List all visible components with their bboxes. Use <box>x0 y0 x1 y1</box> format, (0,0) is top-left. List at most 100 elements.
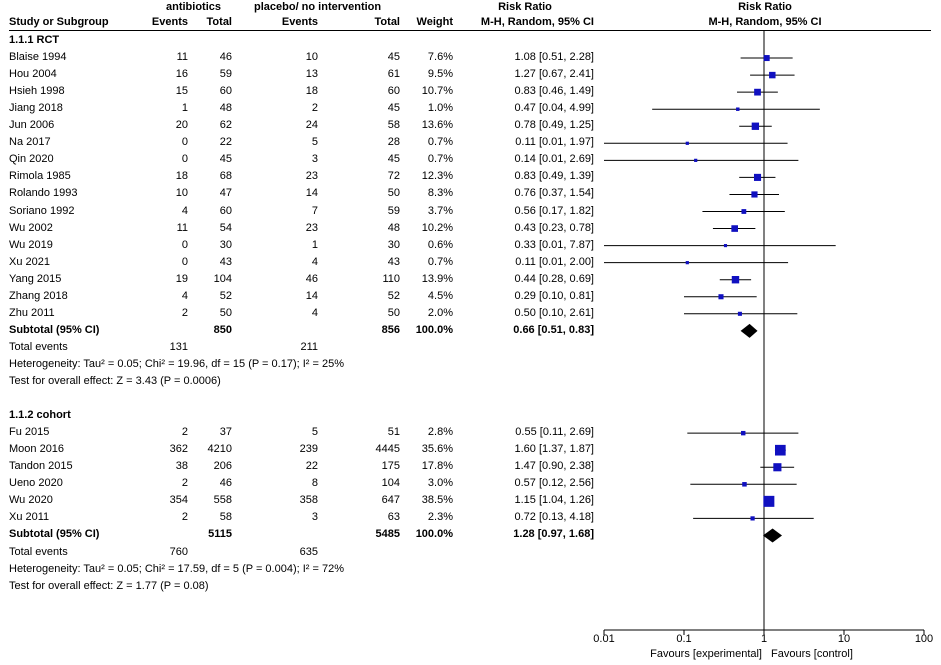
col-total2-header: Total <box>374 16 400 28</box>
total-events-antibiotics: 760 <box>169 545 188 558</box>
study-marker <box>775 444 786 456</box>
total-antibiotics: 104 <box>213 272 232 285</box>
total-events-antibiotics: 131 <box>169 340 188 353</box>
risk-ratio-ci: 0.47 [0.04, 4.99] <box>514 102 594 115</box>
events-control: 13 <box>305 68 318 81</box>
total-control: 28 <box>387 136 400 149</box>
study-marker <box>685 261 689 265</box>
study-marker <box>685 141 689 145</box>
events-antibiotics: 0 <box>181 153 188 166</box>
total-antibiotics: 206 <box>213 460 232 473</box>
events-control: 3 <box>311 153 318 166</box>
weight-value: 3.0% <box>427 477 453 490</box>
weight-value: 7.6% <box>427 51 453 64</box>
risk-ratio-ci: 1.15 [1.04, 1.26] <box>514 494 594 507</box>
events-antibiotics: 0 <box>181 238 188 251</box>
weight-value: 4.5% <box>427 289 453 302</box>
events-control: 239 <box>299 443 318 456</box>
risk-ratio-ci: 0.43 [0.23, 0.78] <box>514 221 594 234</box>
risk-ratio-ci: 0.44 [0.28, 0.69] <box>514 272 594 285</box>
risk-ratio-ci: 0.55 [0.11, 2.69] <box>515 426 594 439</box>
total-antibiotics: 52 <box>219 289 232 302</box>
events-control: 8 <box>311 477 318 490</box>
events-antibiotics: 2 <box>181 477 188 490</box>
subgroup-title: 1.1.2 cohort <box>9 409 71 422</box>
events-antibiotics: 1 <box>181 102 188 115</box>
total-control: 110 <box>382 272 400 285</box>
study-name: Na 2017 <box>9 136 51 149</box>
total-control: 30 <box>387 238 400 251</box>
weight-value: 2.3% <box>427 511 453 524</box>
col-study-header: Study or Subgroup <box>9 16 109 28</box>
events-control: 5 <box>311 426 318 439</box>
subtotal-weight: 100.0% <box>415 528 453 541</box>
subtotal-diamond <box>740 323 758 338</box>
total-control: 72 <box>387 170 400 183</box>
x-tick-label: 0.1 <box>676 633 692 645</box>
subtotal-label: Subtotal (95% CI) <box>9 528 100 541</box>
events-antibiotics: 15 <box>175 85 188 98</box>
study-marker <box>763 495 775 507</box>
total-antibiotics: 48 <box>219 102 232 115</box>
events-control: 18 <box>305 85 318 98</box>
x-tick-label: 1 <box>760 633 768 645</box>
study-marker <box>694 158 698 162</box>
study-name: Wu 2019 <box>9 238 53 251</box>
total-antibiotics: 46 <box>219 51 232 64</box>
risk-ratio-ci: 0.83 [0.46, 1.49] <box>514 85 594 98</box>
risk-ratio-ci: 0.11 [0.01, 1.97] <box>515 136 594 149</box>
events-antibiotics: 11 <box>176 51 188 64</box>
events-control: 23 <box>305 170 318 183</box>
events-control: 4 <box>311 255 318 268</box>
total-control: 48 <box>387 221 400 234</box>
study-marker <box>769 71 776 79</box>
weight-value: 0.7% <box>427 255 453 268</box>
x-tick-label: 0.01 <box>593 633 615 645</box>
study-marker <box>754 88 761 96</box>
events-control: 4 <box>311 306 318 319</box>
total-antibiotics: 47 <box>219 187 232 200</box>
events-antibiotics: 18 <box>175 170 188 183</box>
study-name: Zhang 2018 <box>9 289 68 302</box>
total-antibiotics: 54 <box>219 221 232 234</box>
subtotal-total-antibiotics: 850 <box>213 323 232 336</box>
weight-value: 8.3% <box>427 187 453 200</box>
study-name: Rimola 1985 <box>9 170 71 183</box>
study-name: Hsieh 1998 <box>9 85 65 98</box>
total-control: 51 <box>387 426 400 439</box>
risk-ratio-ci: 0.11 [0.01, 2.00] <box>515 255 594 268</box>
weight-value: 0.6% <box>427 238 453 251</box>
study-name: Qin 2020 <box>9 153 54 166</box>
events-antibiotics: 362 <box>169 443 188 456</box>
events-antibiotics: 19 <box>175 272 188 285</box>
group1-header: antibiotics <box>166 1 222 13</box>
study-name: Wu 2002 <box>9 221 53 234</box>
events-control: 5 <box>311 136 318 149</box>
risk-ratio-ci: 0.83 [0.49, 1.39] <box>514 170 594 183</box>
risk-ratio-ci: 1.27 [0.67, 2.41] <box>514 68 594 81</box>
risk-ratio-ci: 0.33 [0.01, 7.87] <box>514 238 594 251</box>
subtotal-ci: 1.28 [0.97, 1.68] <box>513 528 594 541</box>
total-control: 61 <box>387 68 400 81</box>
total-control: 50 <box>387 306 400 319</box>
total-control: 104 <box>381 477 400 490</box>
weight-value: 38.5% <box>421 494 453 507</box>
study-marker <box>773 463 782 472</box>
risk-ratio-ci: 1.08 [0.51, 2.28] <box>514 51 594 64</box>
col-total1-header: Total <box>206 16 232 28</box>
total-antibiotics: 45 <box>219 153 232 166</box>
events-antibiotics: 0 <box>181 136 188 149</box>
overall-effect-text: Test for overall effect: Z = 3.43 (P = 0… <box>9 375 221 387</box>
study-marker <box>731 275 740 284</box>
x-tick-label: 10 <box>837 633 851 645</box>
weight-value: 0.7% <box>427 153 453 166</box>
study-marker <box>751 122 760 130</box>
subtotal-total-control: 856 <box>381 323 400 336</box>
total-control: 59 <box>387 204 400 217</box>
study-name: Jun 2006 <box>9 119 55 132</box>
risk-ratio-ci: 0.78 [0.49, 1.25] <box>514 119 594 132</box>
subtotal-weight: 100.0% <box>415 323 453 336</box>
favours-right-label: Favours [control] <box>771 648 853 660</box>
